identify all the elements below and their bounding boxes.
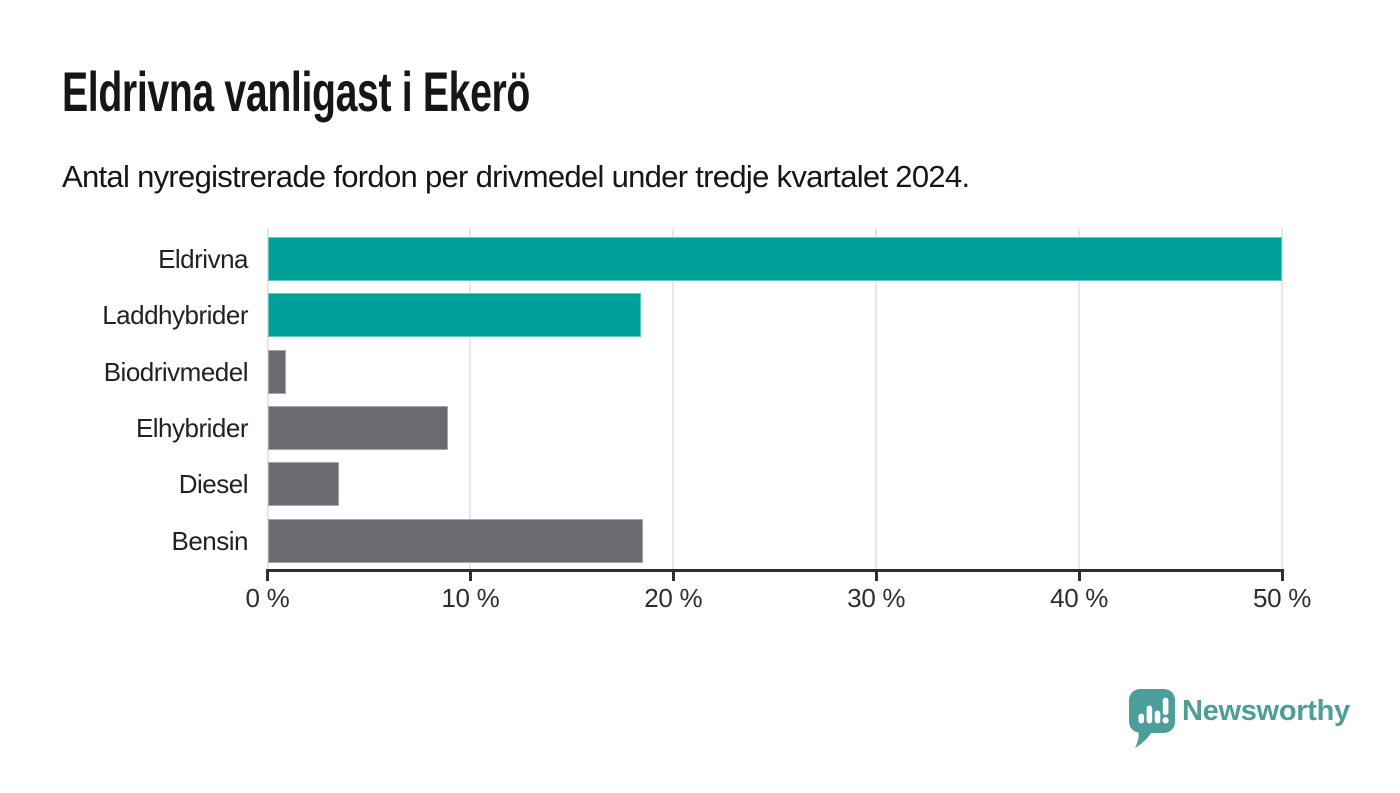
brand-name: Newsworthy <box>1182 695 1350 727</box>
x-axis-tick <box>266 572 269 581</box>
bar-bensin <box>267 518 643 563</box>
bar-laddhybrider <box>267 293 641 338</box>
brand-footer: Newsworthy <box>1128 686 1388 756</box>
category-label: Elhybrider <box>135 412 249 443</box>
category-label: Bensin <box>171 525 249 556</box>
chart-subtitle: Antal nyregistrerade fordon per drivmede… <box>62 159 970 194</box>
category-label: Eldrivna <box>158 244 248 274</box>
x-tick-label: 0 % <box>245 583 290 613</box>
bar-elhybrider <box>267 405 449 450</box>
x-tick-label: 10 % <box>441 583 500 613</box>
gridline <box>266 228 269 569</box>
category-label: Diesel <box>178 469 249 500</box>
x-tick-label: 40 % <box>1050 583 1109 613</box>
x-tick-label: 30 % <box>847 583 906 613</box>
newsworthy-logo-icon <box>1129 689 1175 748</box>
x-axis-tick <box>1280 572 1284 581</box>
gridline <box>1078 228 1081 569</box>
bar-biodrivmedel <box>267 349 286 394</box>
bar-diesel <box>267 462 339 507</box>
x-axis-tick <box>874 572 878 581</box>
gridline <box>469 228 472 569</box>
category-label: Laddhybrider <box>102 300 248 331</box>
x-axis-tick <box>468 572 472 581</box>
x-tick-label: 50 % <box>1252 583 1312 613</box>
gridline <box>672 228 675 569</box>
bar-eldrivna <box>267 237 1282 281</box>
x-tick-label: 20 % <box>644 583 703 613</box>
gridline <box>875 228 878 569</box>
gridline <box>1281 228 1283 569</box>
x-axis-tick <box>1077 572 1081 581</box>
x-axis-tick <box>671 572 675 581</box>
chart-title: Eldrivna vanligast i Ekerö <box>62 60 531 123</box>
x-axis-line <box>266 569 1284 572</box>
category-label: Biodrivmedel <box>103 356 249 387</box>
